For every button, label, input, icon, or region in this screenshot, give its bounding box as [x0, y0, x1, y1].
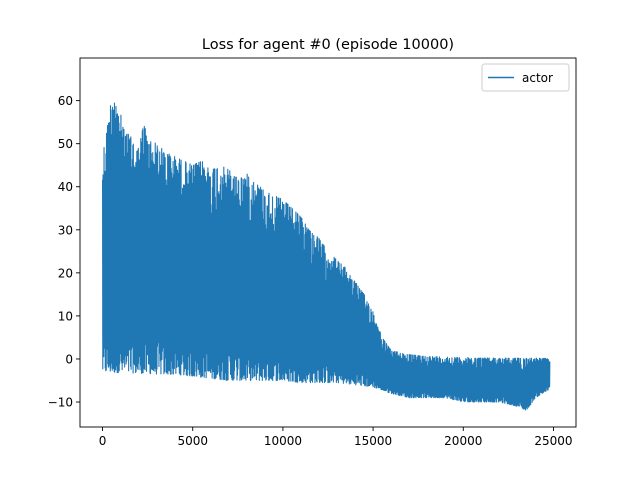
axes-frame — [79, 57, 577, 428]
y-tick-label: 50 — [58, 137, 73, 151]
x-tick-label: 20000 — [444, 434, 482, 448]
legend: actor — [481, 63, 570, 92]
y-tick-label: −10 — [48, 396, 73, 410]
y-tick-label: 10 — [58, 309, 73, 323]
x-tick-label: 25000 — [534, 434, 572, 448]
x-tick-label: 5000 — [177, 434, 208, 448]
axes: 0 5000 10000 15000 20000 25000 −10 0 10 20 30 40 50 6… — [48, 57, 577, 448]
x-tick-label: 15000 — [354, 434, 392, 448]
x-tick-label: 10000 — [264, 434, 302, 448]
legend-box — [481, 63, 570, 92]
y-tick-label: 60 — [58, 94, 73, 108]
series-line-actor — [102, 102, 551, 411]
y-tick-label: 20 — [58, 266, 73, 280]
y-tick-label: 30 — [58, 223, 73, 237]
x-tick-label: 0 — [99, 434, 107, 448]
legend-label: actor — [522, 71, 553, 85]
chart-title: Loss for agent #0 (episode 10000) — [202, 37, 454, 53]
y-tick-label: 0 — [65, 352, 73, 366]
plot-area — [102, 102, 551, 411]
y-tick-label: 40 — [58, 180, 73, 194]
